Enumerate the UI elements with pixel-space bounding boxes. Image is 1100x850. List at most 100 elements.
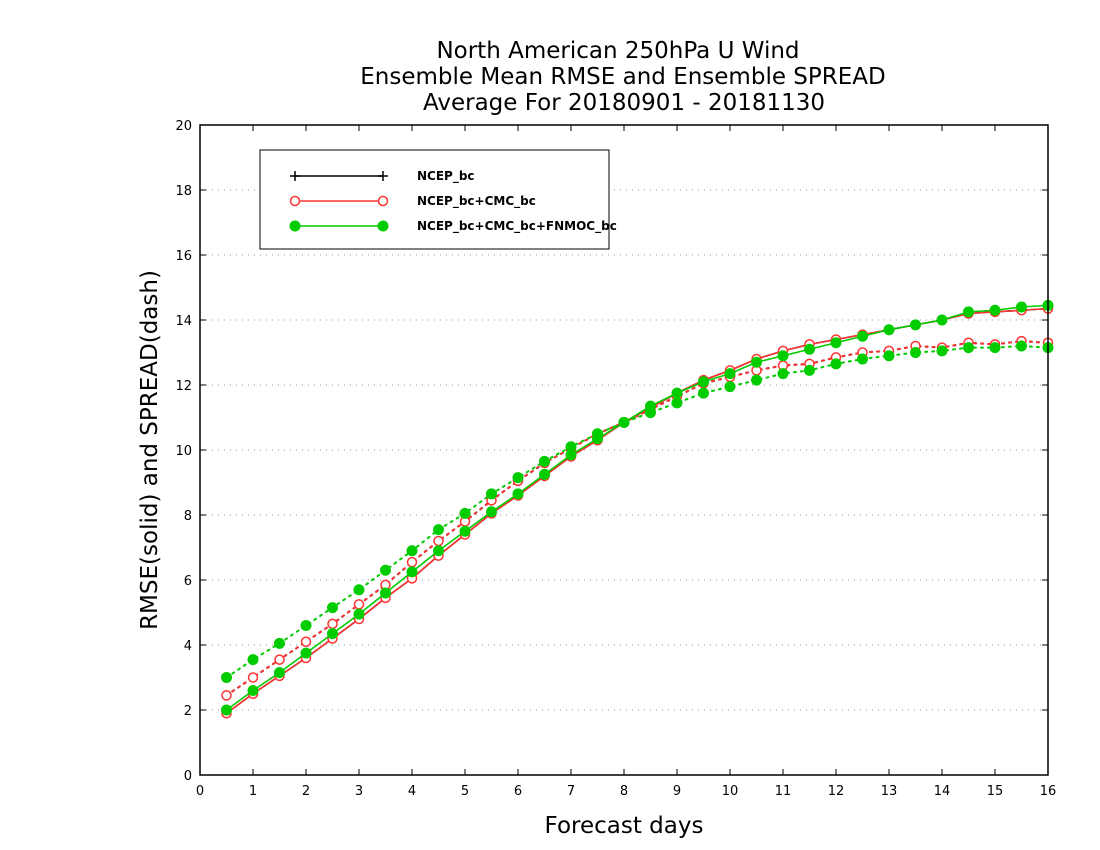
legend-marker: [377, 220, 389, 232]
rmse-point-ncep-bc-cmc-bc-fnmoc-bc: [618, 416, 630, 428]
legend-marker: [377, 195, 389, 207]
rmse-point-ncep-bc-cmc-bc-fnmoc-bc: [380, 587, 391, 599]
x-tick-label: 6: [514, 784, 522, 799]
spread-point-ncep-bc-cmc-bc-fnmoc-bc: [724, 381, 736, 393]
spread-point-ncep-bc-cmc-bc: [433, 535, 444, 547]
rmse-point-ncep-bc-cmc-bc-fnmoc-bc: [724, 368, 736, 380]
y-tick-label: 12: [175, 379, 192, 394]
spread-point-ncep-bc-cmc-bc-fnmoc-bc: [989, 342, 1001, 354]
x-tick-label: 16: [1040, 784, 1057, 799]
spread-point-ncep-bc-cmc-bc: [247, 672, 259, 683]
spread-point-ncep-bc-cmc-bc-fnmoc-bc: [857, 353, 868, 365]
spread-point-ncep-bc-cmc-bc-fnmoc-bc: [804, 364, 815, 376]
spread-point-ncep-bc-cmc-bc-fnmoc-bc: [1016, 340, 1027, 352]
x-tick-label: 7: [567, 784, 575, 799]
x-axis: 0 1 2 3 4 5 6 7 8 9 10 11 12 13 14 15 16: [196, 125, 1056, 799]
x-tick-label: 11: [775, 784, 792, 799]
legend-marker: [289, 195, 301, 207]
rmse-point-ncep-bc-cmc-bc-fnmoc-bc: [936, 314, 948, 326]
rmse-point-ncep-bc-cmc-bc-fnmoc-bc: [698, 376, 709, 388]
x-tick-label: 4: [408, 784, 416, 799]
spread-point-ncep-bc-cmc-bc-fnmoc-bc: [433, 524, 444, 536]
rmse-point-ncep-bc-cmc-bc-fnmoc-bc: [565, 449, 577, 461]
rmse-point-ncep-bc-cmc-bc-fnmoc-bc: [539, 468, 550, 480]
y-tick-label: 14: [175, 314, 192, 329]
x-tick-label: 15: [987, 784, 1004, 799]
legend-item-ncep-bc: NCEP_bc: [290, 169, 475, 184]
x-tick-label: 8: [620, 784, 628, 799]
chart-title-line-3: Average For 20180901 - 20181130: [423, 90, 825, 116]
spread-point-ncep-bc-cmc-bc-fnmoc-bc: [830, 358, 842, 370]
legend-marker: [289, 220, 301, 232]
y-tick-label: 2: [184, 704, 192, 719]
rmse-point-ncep-bc-cmc-bc-fnmoc-bc: [406, 566, 418, 578]
series-ncep-bc-cmc-bc-fnmoc-bc: [221, 299, 1054, 716]
spread-point-ncep-bc-cmc-bc-fnmoc-bc: [353, 584, 365, 596]
rmse-line-ncep-bc: [226, 307, 1049, 714]
rmse-point-ncep-bc-cmc-bc-fnmoc-bc: [857, 330, 868, 342]
y-tick-label: 20: [175, 119, 192, 134]
spread-point-ncep-bc-cmc-bc-fnmoc-bc: [539, 455, 550, 467]
chart-title-line-2: Ensemble Mean RMSE and Ensemble SPREAD: [360, 64, 885, 90]
rmse-line-ncep-bc-cmc-bc: [226, 307, 1049, 714]
x-axis-label: Forecast days: [545, 813, 704, 839]
spread-point-ncep-bc-cmc-bc-fnmoc-bc: [777, 368, 789, 380]
rmse-point-ncep-bc-cmc-bc-fnmoc-bc: [830, 337, 842, 349]
spread-point-ncep-bc-cmc-bc: [406, 556, 418, 568]
legend-item-ncep-bc-cmc-bc-fnmoc-bc: NCEP_bc+CMC_bc+FNMOC_bc: [289, 219, 617, 234]
spread-point-ncep-bc-cmc-bc-fnmoc-bc: [671, 397, 683, 409]
y-axis-label: RMSE(solid) and SPREAD(dash): [137, 270, 163, 630]
x-tick-label: 13: [881, 784, 898, 799]
x-tick-label: 14: [934, 784, 951, 799]
rmse-point-ncep-bc-cmc-bc-fnmoc-bc: [910, 319, 921, 331]
spread-point-ncep-bc-cmc-bc-fnmoc-bc: [221, 672, 232, 683]
series-layer: [221, 299, 1054, 719]
rmse-point-ncep-bc-cmc-bc-fnmoc-bc: [459, 525, 471, 537]
spread-point-ncep-bc-cmc-bc-fnmoc-bc: [698, 387, 709, 399]
rmse-point-ncep-bc-cmc-bc-fnmoc-bc: [353, 608, 365, 620]
spread-point-ncep-bc-cmc-bc-fnmoc-bc: [883, 350, 895, 362]
rmse-point-ncep-bc-cmc-bc-fnmoc-bc: [645, 400, 656, 412]
rmse-point-ncep-bc-cmc-bc-fnmoc-bc: [592, 433, 603, 445]
spread-point-ncep-bc-cmc-bc-fnmoc-bc: [751, 374, 762, 386]
spread-point-ncep-bc-cmc-bc-fnmoc-bc: [274, 637, 285, 649]
rmse-point-ncep-bc-cmc-bc-fnmoc-bc: [989, 304, 1001, 316]
spread-point-ncep-bc-cmc-bc-fnmoc-bc: [512, 472, 524, 484]
x-tick-label: 12: [828, 784, 845, 799]
spread-point-ncep-bc-cmc-bc-fnmoc-bc: [247, 654, 259, 666]
x-tick-label: 5: [461, 784, 469, 799]
spread-point-ncep-bc-cmc-bc-fnmoc-bc: [327, 602, 338, 614]
series-ncep-bc-cmc-bc: [221, 303, 1054, 719]
x-tick-label: 1: [249, 784, 257, 799]
legend-label: NCEP_bc+CMC_bc+FNMOC_bc: [417, 219, 617, 234]
spread-point-ncep-bc-cmc-bc: [274, 654, 285, 665]
y-tick-label: 16: [175, 249, 192, 264]
rmse-line-ncep-bc-cmc-bc-fnmoc-bc: [226, 304, 1049, 711]
spread-point-ncep-bc-cmc-bc-fnmoc-bc: [910, 347, 921, 358]
rmse-point-ncep-bc-cmc-bc-fnmoc-bc: [777, 350, 789, 362]
spread-point-ncep-bc-cmc-bc-fnmoc-bc: [486, 488, 497, 500]
spread-line-ncep-bc-cmc-bc-fnmoc-bc: [225, 344, 1049, 679]
legend-label: NCEP_bc: [417, 169, 475, 184]
rmse-point-ncep-bc-cmc-bc-fnmoc-bc: [327, 628, 338, 640]
rmse-point-ncep-bc-cmc-bc-fnmoc-bc: [804, 343, 815, 355]
x-tick-label: 9: [673, 784, 681, 799]
rmse-point-ncep-bc-cmc-bc-fnmoc-bc: [221, 704, 232, 716]
y-tick-label: 6: [184, 574, 192, 589]
rmse-point-ncep-bc-cmc-bc-fnmoc-bc: [1016, 301, 1027, 313]
spread-line-ncep-bc-cmc-bc: [225, 340, 1049, 697]
spread-point-ncep-bc-cmc-bc-fnmoc-bc: [406, 545, 418, 557]
x-tick-label: 10: [722, 784, 739, 799]
rmse-point-ncep-bc-cmc-bc-fnmoc-bc: [433, 545, 444, 557]
y-axis: 0 2 4 6 8 10 12 14 16 18 20: [175, 119, 1048, 784]
legend-marker: [378, 171, 388, 181]
chart-title-line-1: North American 250hPa U Wind: [436, 38, 799, 64]
x-tick-label: 0: [196, 784, 204, 799]
y-tick-label: 0: [184, 769, 192, 784]
y-tick-label: 4: [184, 639, 192, 654]
rmse-point-ncep-bc-cmc-bc-fnmoc-bc: [486, 506, 497, 518]
rmse-point-ncep-bc-cmc-bc-fnmoc-bc: [300, 647, 312, 659]
rmse-point-ncep-bc-cmc-bc-fnmoc-bc: [883, 324, 895, 336]
rmse-point-ncep-bc-cmc-bc-fnmoc-bc: [671, 387, 683, 399]
